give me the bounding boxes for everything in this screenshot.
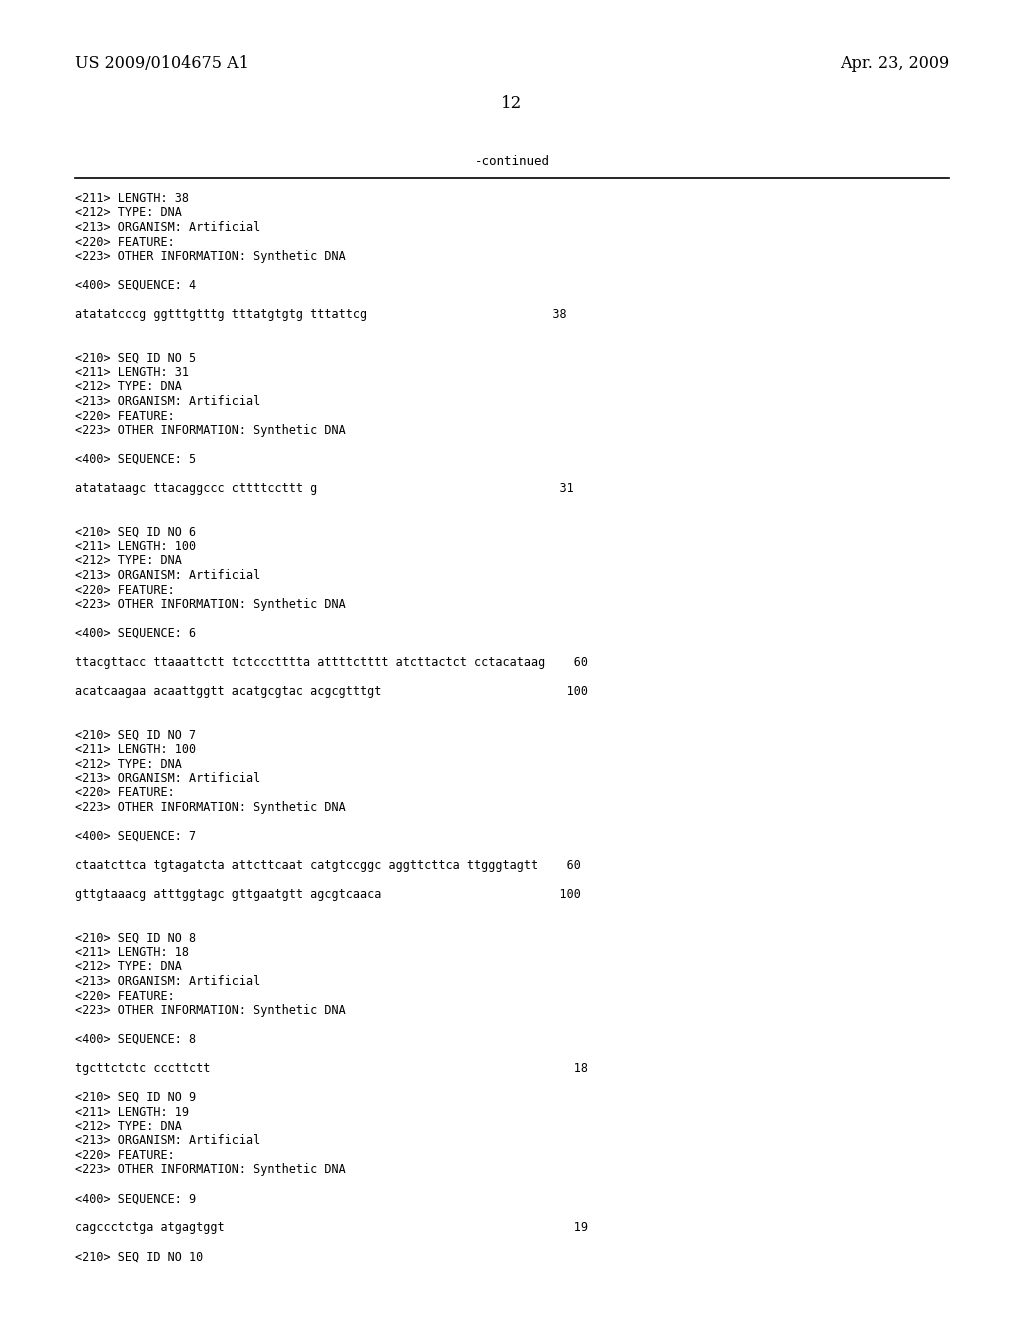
Text: cagccctctga atgagtggt                                                 19: cagccctctga atgagtggt 19 bbox=[75, 1221, 588, 1234]
Text: <212> TYPE: DNA: <212> TYPE: DNA bbox=[75, 961, 182, 974]
Text: 12: 12 bbox=[502, 95, 522, 112]
Text: <223> OTHER INFORMATION: Synthetic DNA: <223> OTHER INFORMATION: Synthetic DNA bbox=[75, 424, 346, 437]
Text: <400> SEQUENCE: 5: <400> SEQUENCE: 5 bbox=[75, 453, 197, 466]
Text: <223> OTHER INFORMATION: Synthetic DNA: <223> OTHER INFORMATION: Synthetic DNA bbox=[75, 598, 346, 611]
Text: <210> SEQ ID NO 9: <210> SEQ ID NO 9 bbox=[75, 1092, 197, 1104]
Text: <220> FEATURE:: <220> FEATURE: bbox=[75, 235, 175, 248]
Text: tgcttctctc cccttctt                                                   18: tgcttctctc cccttctt 18 bbox=[75, 1063, 588, 1074]
Text: <213> ORGANISM: Artificial: <213> ORGANISM: Artificial bbox=[75, 975, 260, 987]
Text: <210> SEQ ID NO 7: <210> SEQ ID NO 7 bbox=[75, 729, 197, 742]
Text: <400> SEQUENCE: 6: <400> SEQUENCE: 6 bbox=[75, 627, 197, 640]
Text: <400> SEQUENCE: 9: <400> SEQUENCE: 9 bbox=[75, 1192, 197, 1205]
Text: <210> SEQ ID NO 10: <210> SEQ ID NO 10 bbox=[75, 1250, 203, 1263]
Text: <400> SEQUENCE: 7: <400> SEQUENCE: 7 bbox=[75, 830, 197, 843]
Text: <212> TYPE: DNA: <212> TYPE: DNA bbox=[75, 1119, 182, 1133]
Text: <213> ORGANISM: Artificial: <213> ORGANISM: Artificial bbox=[75, 772, 260, 785]
Text: ttacgttacc ttaaattctt tctccctttta attttctttt atcttactct cctacataag    60: ttacgttacc ttaaattctt tctccctttta attttc… bbox=[75, 656, 588, 669]
Text: <400> SEQUENCE: 8: <400> SEQUENCE: 8 bbox=[75, 1034, 197, 1045]
Text: <212> TYPE: DNA: <212> TYPE: DNA bbox=[75, 758, 182, 771]
Text: <211> LENGTH: 100: <211> LENGTH: 100 bbox=[75, 540, 197, 553]
Text: gttgtaaacg atttggtagc gttgaatgtt agcgtcaaca                         100: gttgtaaacg atttggtagc gttgaatgtt agcgtca… bbox=[75, 888, 581, 902]
Text: <213> ORGANISM: Artificial: <213> ORGANISM: Artificial bbox=[75, 395, 260, 408]
Text: <210> SEQ ID NO 6: <210> SEQ ID NO 6 bbox=[75, 525, 197, 539]
Text: <211> LENGTH: 38: <211> LENGTH: 38 bbox=[75, 191, 189, 205]
Text: acatcaagaa acaattggtt acatgcgtac acgcgtttgt                          100: acatcaagaa acaattggtt acatgcgtac acgcgtt… bbox=[75, 685, 588, 698]
Text: <223> OTHER INFORMATION: Synthetic DNA: <223> OTHER INFORMATION: Synthetic DNA bbox=[75, 249, 346, 263]
Text: <220> FEATURE:: <220> FEATURE: bbox=[75, 787, 175, 800]
Text: <212> TYPE: DNA: <212> TYPE: DNA bbox=[75, 554, 182, 568]
Text: <220> FEATURE:: <220> FEATURE: bbox=[75, 1148, 175, 1162]
Text: atatatcccg ggtttgtttg tttatgtgtg tttattcg                          38: atatatcccg ggtttgtttg tttatgtgtg tttattc… bbox=[75, 308, 566, 321]
Text: <220> FEATURE:: <220> FEATURE: bbox=[75, 409, 175, 422]
Text: <211> LENGTH: 31: <211> LENGTH: 31 bbox=[75, 366, 189, 379]
Text: <220> FEATURE:: <220> FEATURE: bbox=[75, 990, 175, 1002]
Text: Apr. 23, 2009: Apr. 23, 2009 bbox=[840, 55, 949, 73]
Text: <212> TYPE: DNA: <212> TYPE: DNA bbox=[75, 206, 182, 219]
Text: -continued: -continued bbox=[474, 154, 550, 168]
Text: <211> LENGTH: 100: <211> LENGTH: 100 bbox=[75, 743, 197, 756]
Text: <211> LENGTH: 19: <211> LENGTH: 19 bbox=[75, 1106, 189, 1118]
Text: atatataagc ttacaggccc cttttccttt g                                  31: atatataagc ttacaggccc cttttccttt g 31 bbox=[75, 482, 573, 495]
Text: <210> SEQ ID NO 8: <210> SEQ ID NO 8 bbox=[75, 932, 197, 945]
Text: ctaatcttca tgtagatcta attcttcaat catgtccggc aggttcttca ttgggtagtt    60: ctaatcttca tgtagatcta attcttcaat catgtcc… bbox=[75, 859, 581, 873]
Text: <213> ORGANISM: Artificial: <213> ORGANISM: Artificial bbox=[75, 569, 260, 582]
Text: <223> OTHER INFORMATION: Synthetic DNA: <223> OTHER INFORMATION: Synthetic DNA bbox=[75, 1163, 346, 1176]
Text: US 2009/0104675 A1: US 2009/0104675 A1 bbox=[75, 55, 249, 73]
Text: <211> LENGTH: 18: <211> LENGTH: 18 bbox=[75, 946, 189, 960]
Text: <210> SEQ ID NO 5: <210> SEQ ID NO 5 bbox=[75, 351, 197, 364]
Text: <400> SEQUENCE: 4: <400> SEQUENCE: 4 bbox=[75, 279, 197, 292]
Text: <220> FEATURE:: <220> FEATURE: bbox=[75, 583, 175, 597]
Text: <223> OTHER INFORMATION: Synthetic DNA: <223> OTHER INFORMATION: Synthetic DNA bbox=[75, 801, 346, 814]
Text: <213> ORGANISM: Artificial: <213> ORGANISM: Artificial bbox=[75, 1134, 260, 1147]
Text: <213> ORGANISM: Artificial: <213> ORGANISM: Artificial bbox=[75, 220, 260, 234]
Text: <212> TYPE: DNA: <212> TYPE: DNA bbox=[75, 380, 182, 393]
Text: <223> OTHER INFORMATION: Synthetic DNA: <223> OTHER INFORMATION: Synthetic DNA bbox=[75, 1005, 346, 1016]
